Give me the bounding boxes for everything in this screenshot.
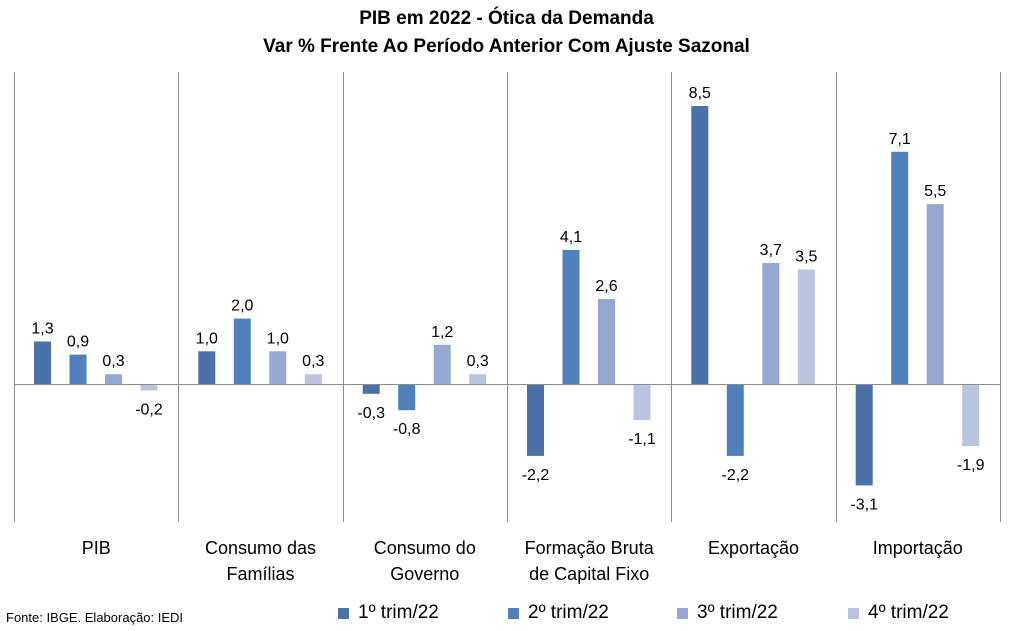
data-label: -2,2 <box>522 467 550 484</box>
bar <box>398 384 416 411</box>
data-label: 3,5 <box>795 249 817 266</box>
chart-title: PIB em 2022 - Ótica da Demanda <box>359 8 654 29</box>
legend-label-2: 2º trim/22 <box>528 602 609 623</box>
chart-subtitle: Var % Frente Ao Período Anterior Com Aju… <box>263 36 750 57</box>
bar <box>855 384 873 486</box>
bar <box>598 299 615 384</box>
data-label: 1,0 <box>196 330 218 347</box>
legend-label-1: 1º trim/22 <box>358 602 439 623</box>
data-label: -0,8 <box>393 421 421 438</box>
category-label: de Capital Fixo <box>529 564 649 584</box>
category-label: Exportação <box>708 538 799 558</box>
legend-item-1: 1º trim/22 <box>338 600 439 626</box>
bar <box>762 263 780 384</box>
data-label: 0,3 <box>467 353 489 370</box>
bar <box>962 384 980 447</box>
bar <box>469 374 487 384</box>
data-label: -1,1 <box>628 431 656 448</box>
bar <box>633 384 651 420</box>
bar <box>69 354 87 384</box>
legend-swatch-4 <box>848 607 859 619</box>
data-label: 0,9 <box>67 334 89 351</box>
data-label: 0,3 <box>302 353 324 370</box>
bar <box>797 269 815 384</box>
bar <box>926 204 944 384</box>
bar <box>140 384 158 391</box>
data-label: 4,1 <box>560 229 582 246</box>
bar <box>562 249 580 384</box>
bar <box>527 384 544 456</box>
data-label: 5,5 <box>924 183 946 200</box>
category-label: PIB <box>82 538 111 558</box>
legend-item-4: 4º trim/22 <box>848 600 949 626</box>
category-label: Governo <box>390 564 459 584</box>
legend-label-4: 4º trim/22 <box>868 602 949 623</box>
category-label: Formação Bruta <box>525 538 655 558</box>
data-label: 8,5 <box>689 85 711 102</box>
legend-item-3: 3º trim/22 <box>677 600 778 626</box>
legend-swatch-3 <box>677 607 688 619</box>
data-label: 3,7 <box>760 242 782 259</box>
category-label: Importação <box>873 538 963 558</box>
category-label: Consumo do <box>374 538 476 558</box>
bar <box>891 151 909 384</box>
legend-swatch-2 <box>508 607 519 619</box>
bar <box>233 318 251 384</box>
bar <box>269 351 287 384</box>
data-label: 0,3 <box>102 353 124 370</box>
data-label: 2,6 <box>595 278 617 295</box>
data-label: -0,2 <box>135 402 163 419</box>
data-label: 1,2 <box>431 324 453 341</box>
bar <box>198 351 216 384</box>
data-label: -1,9 <box>957 457 985 474</box>
data-label: 7,1 <box>889 131 911 148</box>
data-label: -0,3 <box>357 405 385 422</box>
data-label: 1,0 <box>267 330 289 347</box>
legend-swatch-1 <box>338 607 349 619</box>
bar <box>362 384 380 394</box>
bar <box>34 341 51 384</box>
data-label: 2,0 <box>231 298 253 315</box>
category-label: Consumo das <box>205 538 316 558</box>
data-label: -3,1 <box>850 496 878 513</box>
bar <box>726 384 744 456</box>
legend-label-3: 3º trim/22 <box>697 602 778 623</box>
chart-plot: 1,3 0,9 0,3 -0,2 PIB 1,0 2,0 1,0 0,3 Consumo das F… <box>14 72 1001 584</box>
data-label: -2,2 <box>722 467 750 484</box>
category-label: Famílias <box>226 564 294 584</box>
bar <box>433 344 451 384</box>
bar <box>691 106 709 384</box>
legend-item-2: 2º trim/22 <box>508 600 609 626</box>
bar <box>304 374 322 384</box>
data-label: 1,3 <box>31 321 53 338</box>
source-note: Fonte: IBGE. Elaboração: IEDI <box>6 610 184 625</box>
bar <box>105 374 122 384</box>
